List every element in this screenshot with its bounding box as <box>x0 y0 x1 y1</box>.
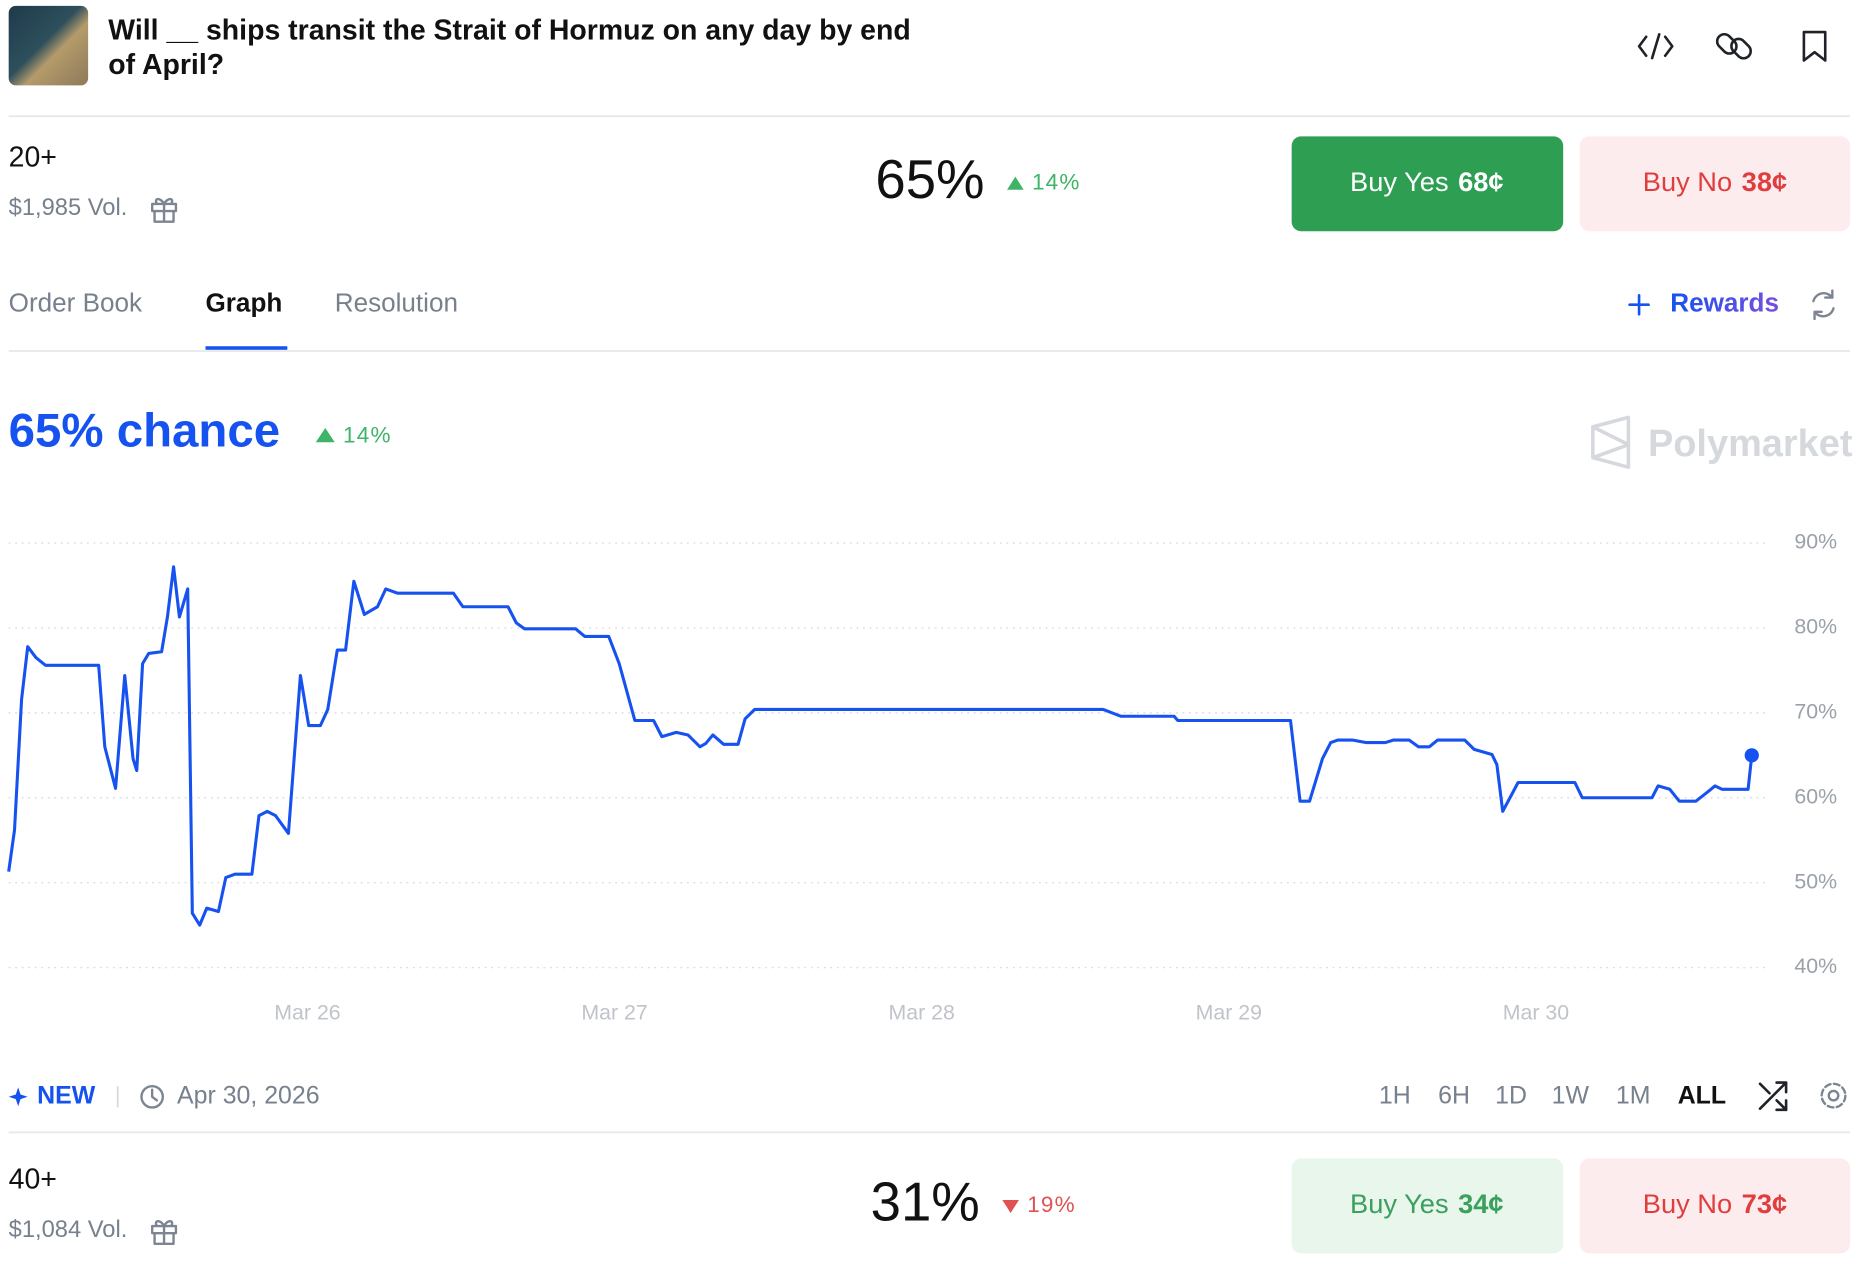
y-tick-label: 40% <box>1794 954 1837 978</box>
current-point <box>1744 748 1759 763</box>
price-chart: 40% 50% 60% 70% 80% 90% Mar 26 Mar 27 Mar 28 Mar … <box>7 530 1837 1024</box>
watermark: Polymarket <box>1648 423 1853 465</box>
tab[interactable]: Order Book <box>9 288 143 318</box>
settings-icon[interactable] <box>1820 1082 1847 1109</box>
buy-yes-button[interactable] <box>1291 136 1564 232</box>
time-range-selector: 1H 6H 1D 1W 1M ALL <box>1379 1081 1726 1109</box>
embed-icon[interactable] <box>1637 33 1674 60</box>
watermark-logo <box>1591 415 1631 469</box>
outcome-label: 20+ <box>9 141 57 173</box>
change-up-arrow <box>1007 176 1024 190</box>
outcome-change: 19% <box>1027 1192 1076 1217</box>
y-tick-label: 70% <box>1794 700 1837 724</box>
chart-change: 14% <box>343 422 392 447</box>
tab-underline <box>205 346 288 350</box>
outcome-chance: 31% <box>871 1171 980 1232</box>
y-tick-label: 50% <box>1794 869 1837 893</box>
outcome-chance: 65% <box>875 149 984 210</box>
outcome-change: 14% <box>1032 170 1081 195</box>
market-title: Will __ ships transit the Strait of Horm… <box>108 15 910 47</box>
y-tick-label: 60% <box>1794 784 1837 808</box>
buy-yes-text[interactable]: Buy Yes 68¢ <box>1350 166 1504 197</box>
y-tick-label: 90% <box>1794 530 1837 554</box>
x-tick-label: Mar 28 <box>888 1000 954 1024</box>
buy-no-text[interactable]: Buy No 73¢ <box>1643 1188 1787 1219</box>
time-range-option[interactable]: 1W <box>1552 1081 1590 1109</box>
refresh-icon[interactable] <box>1812 289 1835 321</box>
buy-yes-text[interactable]: Buy Yes 34¢ <box>1350 1188 1504 1219</box>
outcome-rows: 20+ $1,985 Vol. 65% 14% Buy Yes 68¢ Buy No 38¢ 4… <box>9 136 1851 1254</box>
tab[interactable]: Resolution <box>335 288 458 318</box>
clock-icon <box>140 1084 165 1109</box>
change-down-arrow <box>1002 1199 1019 1214</box>
change-up-arrow <box>315 428 335 443</box>
x-tick-label: Mar 30 <box>1503 1000 1570 1024</box>
gift-icon-shape <box>151 197 178 223</box>
time-range-option[interactable]: 1H <box>1379 1081 1411 1109</box>
buy-yes-price[interactable]: 34¢ <box>1458 1188 1504 1219</box>
link-icon[interactable] <box>1714 31 1753 61</box>
outcome-volume: $1,084 Vol. <box>9 1217 128 1243</box>
shuffle-icon[interactable] <box>1758 1081 1788 1112</box>
tab[interactable]: Graph <box>206 288 283 318</box>
outcome-volume: $1,985 Vol. <box>9 195 128 221</box>
y-tick-label: 80% <box>1794 615 1837 639</box>
buy-no-price[interactable]: 38¢ <box>1742 166 1788 197</box>
buy-yes-label[interactable]: Buy Yes <box>1350 1188 1449 1219</box>
buy-yes-price[interactable]: 68¢ <box>1458 166 1504 197</box>
x-tick-label: Mar 29 <box>1196 1000 1262 1024</box>
gift-icon <box>151 1219 178 1246</box>
gift-icon <box>151 197 178 223</box>
buy-yes-button[interactable] <box>1291 1158 1564 1254</box>
new-sparkle-icon <box>8 1087 28 1107</box>
time-range-option[interactable]: 6H <box>1438 1081 1470 1109</box>
time-range-option[interactable]: ALL <box>1678 1081 1726 1109</box>
market-thumbnail <box>8 5 89 86</box>
market-title: of April? <box>108 49 224 81</box>
time-range-option[interactable]: 1D <box>1495 1081 1527 1109</box>
x-tick-label: Mar 26 <box>274 1000 340 1024</box>
outcome-label: 40+ <box>9 1164 57 1196</box>
price-line <box>7 565 1754 927</box>
end-date: Apr 30, 2026 <box>177 1081 320 1109</box>
buy-no-text[interactable]: Buy No 38¢ <box>1643 166 1787 197</box>
buy-no-label[interactable]: Buy No <box>1643 1188 1732 1219</box>
gift-icon-shape <box>151 1219 178 1246</box>
buy-no-button[interactable] <box>1579 136 1851 232</box>
buy-no-price[interactable]: 73¢ <box>1742 1188 1788 1219</box>
time-range-option[interactable]: 1M <box>1616 1081 1651 1109</box>
rewards-link[interactable]: Rewards <box>1670 288 1779 318</box>
buy-no-label[interactable]: Buy No <box>1643 166 1732 197</box>
buy-yes-label[interactable]: Buy Yes <box>1350 166 1449 197</box>
x-tick-label: Mar 27 <box>581 1000 647 1024</box>
rewards-plus-icon[interactable] <box>1628 293 1650 316</box>
bookmark-icon[interactable] <box>1802 30 1827 62</box>
new-badge: NEW <box>37 1081 96 1109</box>
buy-no-button[interactable] <box>1579 1158 1851 1254</box>
chart-title: 65% chance <box>9 405 280 458</box>
